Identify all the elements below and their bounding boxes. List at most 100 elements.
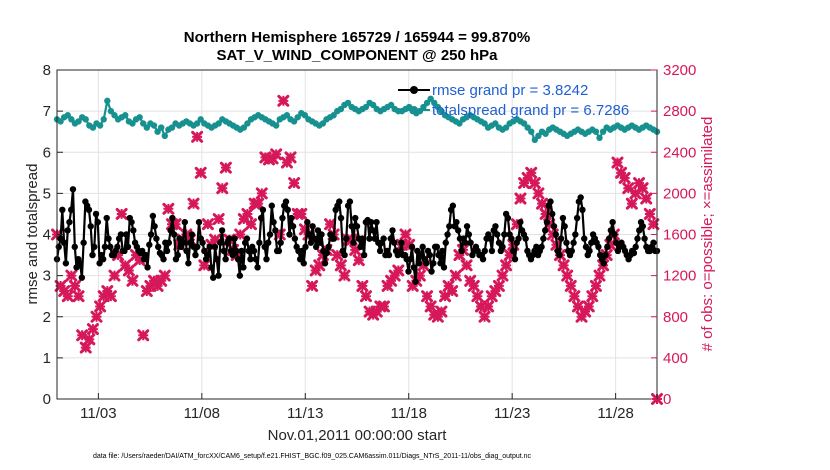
y2-tick-label: 1600 bbox=[663, 227, 696, 244]
rmse-point bbox=[282, 198, 290, 205]
rmse-point bbox=[85, 206, 93, 214]
obs-point bbox=[216, 182, 229, 195]
obs-point bbox=[94, 300, 107, 313]
rmse-point bbox=[211, 243, 219, 251]
rmse-point bbox=[611, 231, 618, 238]
rmse-point bbox=[316, 239, 323, 246]
rmse-point bbox=[449, 202, 457, 209]
rmse-point bbox=[311, 235, 318, 242]
rmse-point bbox=[632, 243, 639, 251]
rmse-point bbox=[467, 239, 474, 246]
rmse-point bbox=[302, 243, 309, 251]
totalspread-point bbox=[423, 99, 431, 107]
rmse-point bbox=[265, 239, 272, 246]
rmse-point bbox=[504, 214, 512, 222]
totalspread-point bbox=[57, 118, 64, 125]
rmse-point bbox=[107, 243, 114, 251]
totalspread-point bbox=[434, 103, 442, 111]
rmse-point bbox=[240, 264, 247, 271]
totalspread-point bbox=[301, 112, 309, 119]
rmse-point bbox=[71, 243, 78, 251]
rmse-point bbox=[215, 272, 222, 279]
rmse-point bbox=[415, 260, 423, 267]
obs-point bbox=[625, 197, 638, 210]
rmse-point bbox=[101, 243, 109, 251]
rmse-point bbox=[160, 255, 167, 263]
totalspread-point bbox=[197, 116, 204, 123]
obs-point bbox=[536, 197, 549, 210]
rmse-point bbox=[341, 251, 348, 259]
obs-point bbox=[90, 310, 103, 323]
obs-point bbox=[65, 269, 78, 282]
rmse-point bbox=[348, 223, 355, 230]
y-tick-label: 2 bbox=[43, 309, 51, 326]
rmse-point bbox=[605, 235, 613, 242]
y2-tick-label: 800 bbox=[663, 309, 688, 326]
rmse-point bbox=[508, 235, 515, 242]
obs-point bbox=[449, 269, 462, 282]
rmse-point bbox=[89, 251, 96, 259]
rmse-point bbox=[376, 247, 384, 255]
rmse-point bbox=[446, 223, 453, 230]
rmse-point bbox=[199, 239, 206, 246]
rmse-point bbox=[454, 227, 462, 234]
rmse-point bbox=[236, 272, 244, 279]
y2-axis-label: # of obs: o=possible; ×=assimilated bbox=[699, 117, 716, 352]
rmse-point bbox=[501, 231, 508, 238]
y2-tick-label: 2800 bbox=[663, 103, 696, 120]
rmse-point bbox=[426, 251, 433, 259]
totalspread-point bbox=[542, 130, 549, 137]
rmse-point bbox=[149, 212, 157, 220]
rmse-point bbox=[192, 251, 199, 259]
obs-point bbox=[424, 300, 437, 313]
y2-tick-label: 0 bbox=[663, 391, 671, 408]
rmse-point bbox=[222, 255, 229, 263]
rmse-point bbox=[151, 223, 158, 230]
obs-point bbox=[198, 259, 211, 272]
y-tick-label: 0 bbox=[43, 391, 51, 408]
totalspread-point bbox=[104, 97, 111, 105]
obs-point bbox=[647, 218, 660, 231]
obs-point bbox=[108, 269, 121, 282]
rmse-point bbox=[66, 218, 73, 226]
rmse-point bbox=[423, 260, 430, 267]
rmse-point bbox=[114, 243, 121, 251]
rmse-point bbox=[91, 243, 98, 251]
obs-point bbox=[377, 300, 390, 313]
rmse-point bbox=[600, 260, 607, 267]
obs-point bbox=[68, 279, 81, 292]
rmse-point bbox=[609, 218, 616, 226]
obs-point bbox=[79, 341, 92, 354]
rmse-point bbox=[570, 239, 577, 246]
totalspread-point bbox=[502, 124, 510, 131]
x-tick-label: 11/18 bbox=[391, 405, 427, 422]
totalspread-point bbox=[427, 95, 434, 102]
chart-title: Northern Hemisphere 165729 / 165944 = 99… bbox=[184, 29, 530, 46]
rmse-point bbox=[263, 255, 270, 263]
totalspread-point bbox=[129, 120, 136, 127]
rmse-point bbox=[346, 198, 354, 205]
rmse-point bbox=[247, 255, 254, 263]
rmse-point bbox=[563, 239, 570, 246]
obs-point bbox=[255, 187, 268, 200]
y2-tick-label: 3200 bbox=[663, 62, 696, 79]
obs-point bbox=[245, 218, 258, 231]
obs-point bbox=[586, 290, 599, 303]
rmse-point bbox=[407, 255, 414, 263]
rmse-point bbox=[194, 243, 201, 251]
rmse-point bbox=[243, 235, 251, 242]
obs-point bbox=[618, 171, 631, 184]
obs-point bbox=[643, 207, 656, 220]
rmse-point bbox=[581, 235, 588, 242]
rmse-point bbox=[353, 223, 361, 230]
rmse-point bbox=[218, 227, 226, 234]
y2-tick-label: 2400 bbox=[663, 144, 696, 161]
rmse-point bbox=[380, 235, 387, 242]
rmse-point bbox=[494, 231, 501, 238]
obs-point bbox=[435, 305, 448, 318]
rmse-point bbox=[337, 214, 345, 222]
y-tick-label: 1 bbox=[43, 350, 51, 367]
rmse-point bbox=[440, 264, 448, 271]
rmse-point bbox=[142, 251, 149, 259]
obs-point bbox=[194, 166, 207, 179]
